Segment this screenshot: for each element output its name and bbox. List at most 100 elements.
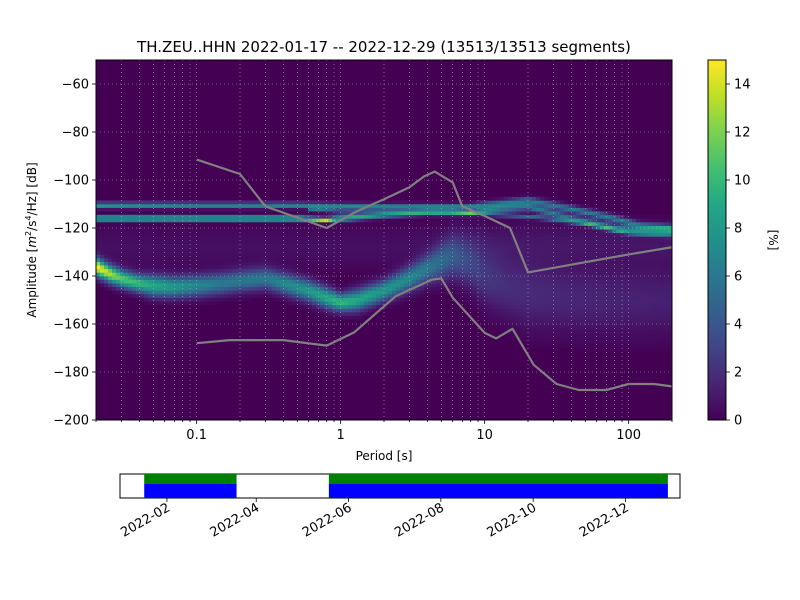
heatmap-cell	[576, 250, 581, 255]
heatmap-cell	[612, 294, 617, 298]
heatmap-cell	[196, 222, 201, 226]
heatmap-cell	[336, 261, 341, 266]
heatmap-cell	[364, 312, 369, 316]
heatmap-cell	[276, 240, 281, 244]
heatmap-cell	[108, 247, 113, 252]
heatmap-cell	[596, 229, 601, 234]
heatmap-cell	[648, 319, 653, 324]
heatmap-cell	[592, 301, 597, 306]
heatmap-cell	[208, 222, 213, 226]
heatmap-cell	[356, 243, 361, 248]
heatmap-cell	[324, 290, 329, 295]
heatmap-cell	[412, 279, 417, 284]
heatmap-cell	[344, 290, 349, 295]
heatmap-cell	[644, 294, 649, 298]
heatmap-cell	[628, 304, 633, 309]
heatmap-cell	[280, 294, 285, 298]
heatmap-cell	[420, 211, 425, 216]
heatmap-cell	[412, 232, 417, 237]
heatmap-cell	[432, 258, 437, 262]
heatmap-cell	[264, 268, 269, 273]
heatmap-cell	[560, 207, 565, 212]
heatmap-cell	[408, 204, 413, 208]
heatmap-cell	[204, 200, 209, 205]
heatmap-cell	[548, 304, 553, 309]
heatmap-cell	[220, 229, 225, 234]
heatmap-cell	[532, 261, 537, 266]
heatmap-cell	[256, 265, 261, 270]
heatmap-cell	[144, 297, 149, 302]
heatmap-cell	[288, 214, 293, 219]
heatmap-cell	[156, 240, 161, 244]
new-low-noise-model-line	[196, 277, 672, 392]
heatmap-cell	[608, 229, 613, 234]
heatmap-cell	[568, 222, 573, 226]
heatmap-cell	[628, 301, 633, 306]
heatmap-cell	[612, 337, 617, 342]
heatmap-cell	[652, 340, 657, 345]
heatmap-cell	[352, 229, 357, 234]
heatmap-cell	[492, 222, 497, 226]
heatmap-cell	[268, 229, 273, 234]
heatmap-cell	[224, 254, 229, 259]
heatmap-cell	[372, 286, 377, 291]
heatmap-cell	[520, 283, 525, 288]
heatmap-cell	[120, 290, 125, 295]
heatmap-cell	[400, 236, 405, 241]
heatmap-cell	[264, 240, 269, 244]
y-tick-label: −200	[53, 414, 89, 429]
heatmap-cell	[388, 204, 393, 208]
heatmap-cell	[148, 258, 153, 262]
heatmap-cell	[216, 225, 221, 230]
heatmap-cell	[536, 196, 541, 201]
heatmap-cell	[132, 283, 137, 288]
heatmap-cell	[624, 348, 629, 352]
heatmap-cell	[164, 218, 169, 223]
heatmap-cell	[500, 286, 505, 291]
heatmap-cell	[488, 240, 493, 244]
heatmap-cell	[116, 272, 121, 277]
heatmap-cell	[400, 247, 405, 252]
heatmap-cell	[300, 204, 305, 208]
heatmap-cell	[348, 258, 353, 262]
heatmap-cell	[308, 279, 313, 284]
heatmap-cell	[448, 211, 453, 216]
heatmap-cell	[356, 283, 361, 288]
heatmap-cell	[332, 243, 337, 248]
heatmap-cell	[564, 319, 569, 324]
heatmap-cell	[260, 290, 265, 295]
heatmap-cell	[324, 240, 329, 244]
heatmap-cell	[520, 322, 525, 327]
heatmap-cell	[648, 322, 653, 327]
heatmap-cell	[476, 279, 481, 284]
heatmap-cell	[400, 250, 405, 255]
heatmap-cell	[356, 222, 361, 226]
heatmap-cell	[300, 304, 305, 309]
heatmap-cell	[500, 240, 505, 244]
heatmap-cell	[644, 340, 649, 345]
heatmap-cell	[668, 222, 672, 226]
heatmap-cell	[620, 333, 625, 338]
heatmap-cell	[252, 283, 257, 288]
heatmap-cell	[348, 214, 353, 219]
heatmap-cell	[584, 218, 589, 223]
heatmap-cell	[368, 301, 373, 306]
heatmap-cell	[532, 204, 537, 208]
heatmap-cell	[400, 222, 405, 226]
heatmap-cell	[396, 236, 401, 241]
heatmap-cell	[392, 225, 397, 230]
heatmap-cell	[592, 265, 597, 270]
heatmap-cell	[416, 290, 421, 295]
heatmap-cell	[420, 279, 425, 284]
heatmap-cell	[652, 232, 657, 237]
heatmap-cell	[436, 279, 441, 284]
heatmap-cell	[504, 283, 509, 288]
heatmap-cell	[260, 254, 265, 259]
heatmap-cell	[524, 319, 529, 324]
heatmap-cell	[224, 286, 229, 291]
heatmap-cell	[336, 254, 341, 259]
heatmap-cell	[500, 290, 505, 295]
heatmap-cell	[300, 297, 305, 302]
heatmap-cell	[624, 236, 629, 241]
y-tick-label: −80	[62, 126, 89, 141]
